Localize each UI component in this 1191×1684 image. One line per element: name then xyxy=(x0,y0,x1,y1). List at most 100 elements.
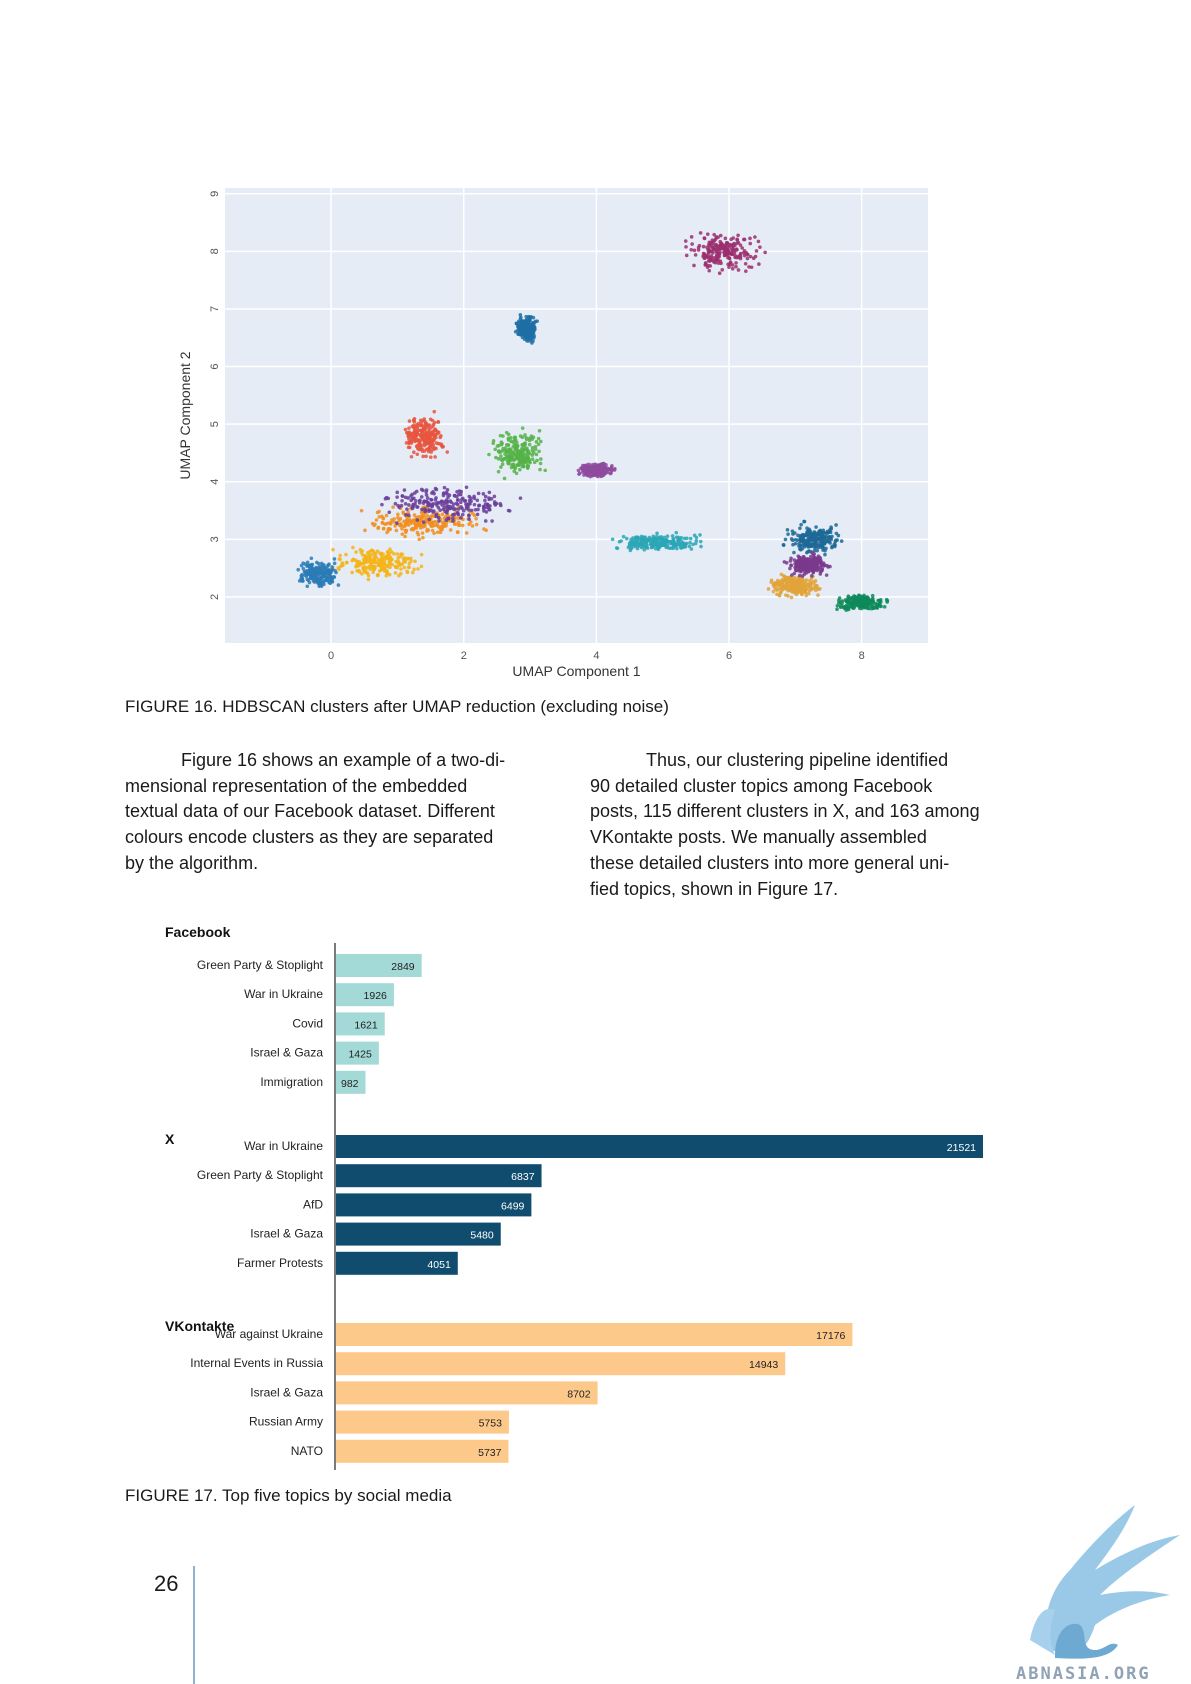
scatter-point xyxy=(863,599,867,604)
scatter-point xyxy=(414,499,418,503)
category-label: Israel & Gaza xyxy=(250,1227,323,1241)
scatter-point xyxy=(393,571,398,575)
x-tick-label: 4 xyxy=(593,650,599,662)
scatter-point xyxy=(325,575,330,580)
scatter-point xyxy=(824,573,829,577)
scatter-point xyxy=(630,545,634,550)
y-tick-label: 8 xyxy=(209,248,221,254)
scatter-point xyxy=(795,582,800,586)
scatter-point xyxy=(846,594,851,598)
scatter-point xyxy=(341,563,345,567)
scatter-point xyxy=(837,601,841,605)
scatter-point xyxy=(626,545,631,550)
scatter-point xyxy=(445,450,450,454)
scatter-point xyxy=(368,556,372,560)
scatter-point xyxy=(449,500,453,505)
scatter-point xyxy=(878,598,882,603)
scatter-point xyxy=(532,460,537,465)
scatter-point xyxy=(318,583,323,588)
scatter-point xyxy=(520,335,525,340)
scatter-point xyxy=(742,253,747,258)
scatter-point xyxy=(435,503,439,507)
scatter-point xyxy=(801,534,806,538)
scatter-point xyxy=(795,538,800,542)
scatter-point xyxy=(487,452,491,457)
scatter-point xyxy=(591,471,596,475)
scatter-point xyxy=(400,494,405,498)
scatter-point xyxy=(517,467,522,472)
category-label: War in Ukraine xyxy=(244,987,323,1001)
scatter-point xyxy=(657,540,662,545)
scatter-point xyxy=(425,527,430,532)
scatter-point xyxy=(712,247,717,251)
scatter-point xyxy=(654,542,658,547)
scatter-point xyxy=(483,502,488,506)
scatter-point xyxy=(412,434,417,439)
scatter-point xyxy=(531,332,536,336)
scatter-point xyxy=(867,606,871,611)
scatter-point xyxy=(419,510,424,515)
scatter-point xyxy=(579,466,583,470)
scatter-point xyxy=(445,488,450,492)
scatter-point xyxy=(391,519,396,524)
scatter-point xyxy=(864,595,868,600)
scatter-point xyxy=(409,559,413,564)
scatter-point xyxy=(688,536,693,541)
scatter-point xyxy=(445,499,450,504)
scatter-point xyxy=(811,544,815,548)
scatter-point xyxy=(377,561,382,565)
scatter-point xyxy=(474,516,478,521)
cluster-group xyxy=(835,593,890,612)
scatter-point xyxy=(404,512,408,517)
scatter-point xyxy=(872,606,876,610)
scatter-point xyxy=(819,543,824,548)
scatter-point xyxy=(420,449,425,454)
scatter-point xyxy=(384,521,389,526)
scatter-point xyxy=(815,548,819,553)
scatter-point xyxy=(807,569,811,573)
scatter-point xyxy=(434,496,438,500)
scatter-point xyxy=(792,558,797,562)
scatter-point xyxy=(527,315,531,319)
scatter-point xyxy=(444,518,449,523)
scatter-point xyxy=(476,507,480,512)
scatter-point xyxy=(509,436,513,440)
bar-value-label: 6837 xyxy=(511,1171,535,1183)
scatter-point xyxy=(533,444,538,449)
para-left-line: colours encode clusters as they are sepa… xyxy=(125,827,494,848)
scatter-point xyxy=(781,585,786,590)
scatter-point xyxy=(523,452,528,456)
scatter-point xyxy=(436,420,441,424)
scatter-point xyxy=(488,504,492,508)
y-tick-label: 9 xyxy=(209,191,221,197)
scatter-point xyxy=(797,573,802,578)
scatter-point xyxy=(684,253,689,258)
scatter-point xyxy=(707,268,712,273)
scatter-point xyxy=(784,561,789,565)
scatter-point xyxy=(673,542,678,546)
para-right-line: 90 detailed cluster topics among Faceboo… xyxy=(590,775,933,796)
scatter-point xyxy=(433,455,437,459)
scatter-point xyxy=(429,508,433,513)
scatter-point xyxy=(377,515,382,519)
scatter-point xyxy=(806,582,810,586)
scatter-point xyxy=(617,539,622,544)
scatter-point xyxy=(805,526,809,531)
scatter-point xyxy=(425,514,430,518)
scatter-point xyxy=(464,531,469,535)
scatter-point xyxy=(506,454,511,458)
scatter-point xyxy=(461,509,466,513)
scatter-point xyxy=(735,237,739,242)
scatter-point xyxy=(531,325,535,330)
scatter-point xyxy=(705,265,710,269)
scatter-point xyxy=(412,450,416,454)
scatter-point xyxy=(495,444,500,448)
scatter-point xyxy=(425,496,430,500)
scatter-point xyxy=(375,573,380,577)
scatter-point xyxy=(432,531,436,536)
scatter-point xyxy=(306,578,311,583)
scatter-point xyxy=(794,568,799,573)
scatter-point xyxy=(514,447,518,452)
scatter-point xyxy=(828,530,833,535)
scatter-point xyxy=(496,469,501,474)
